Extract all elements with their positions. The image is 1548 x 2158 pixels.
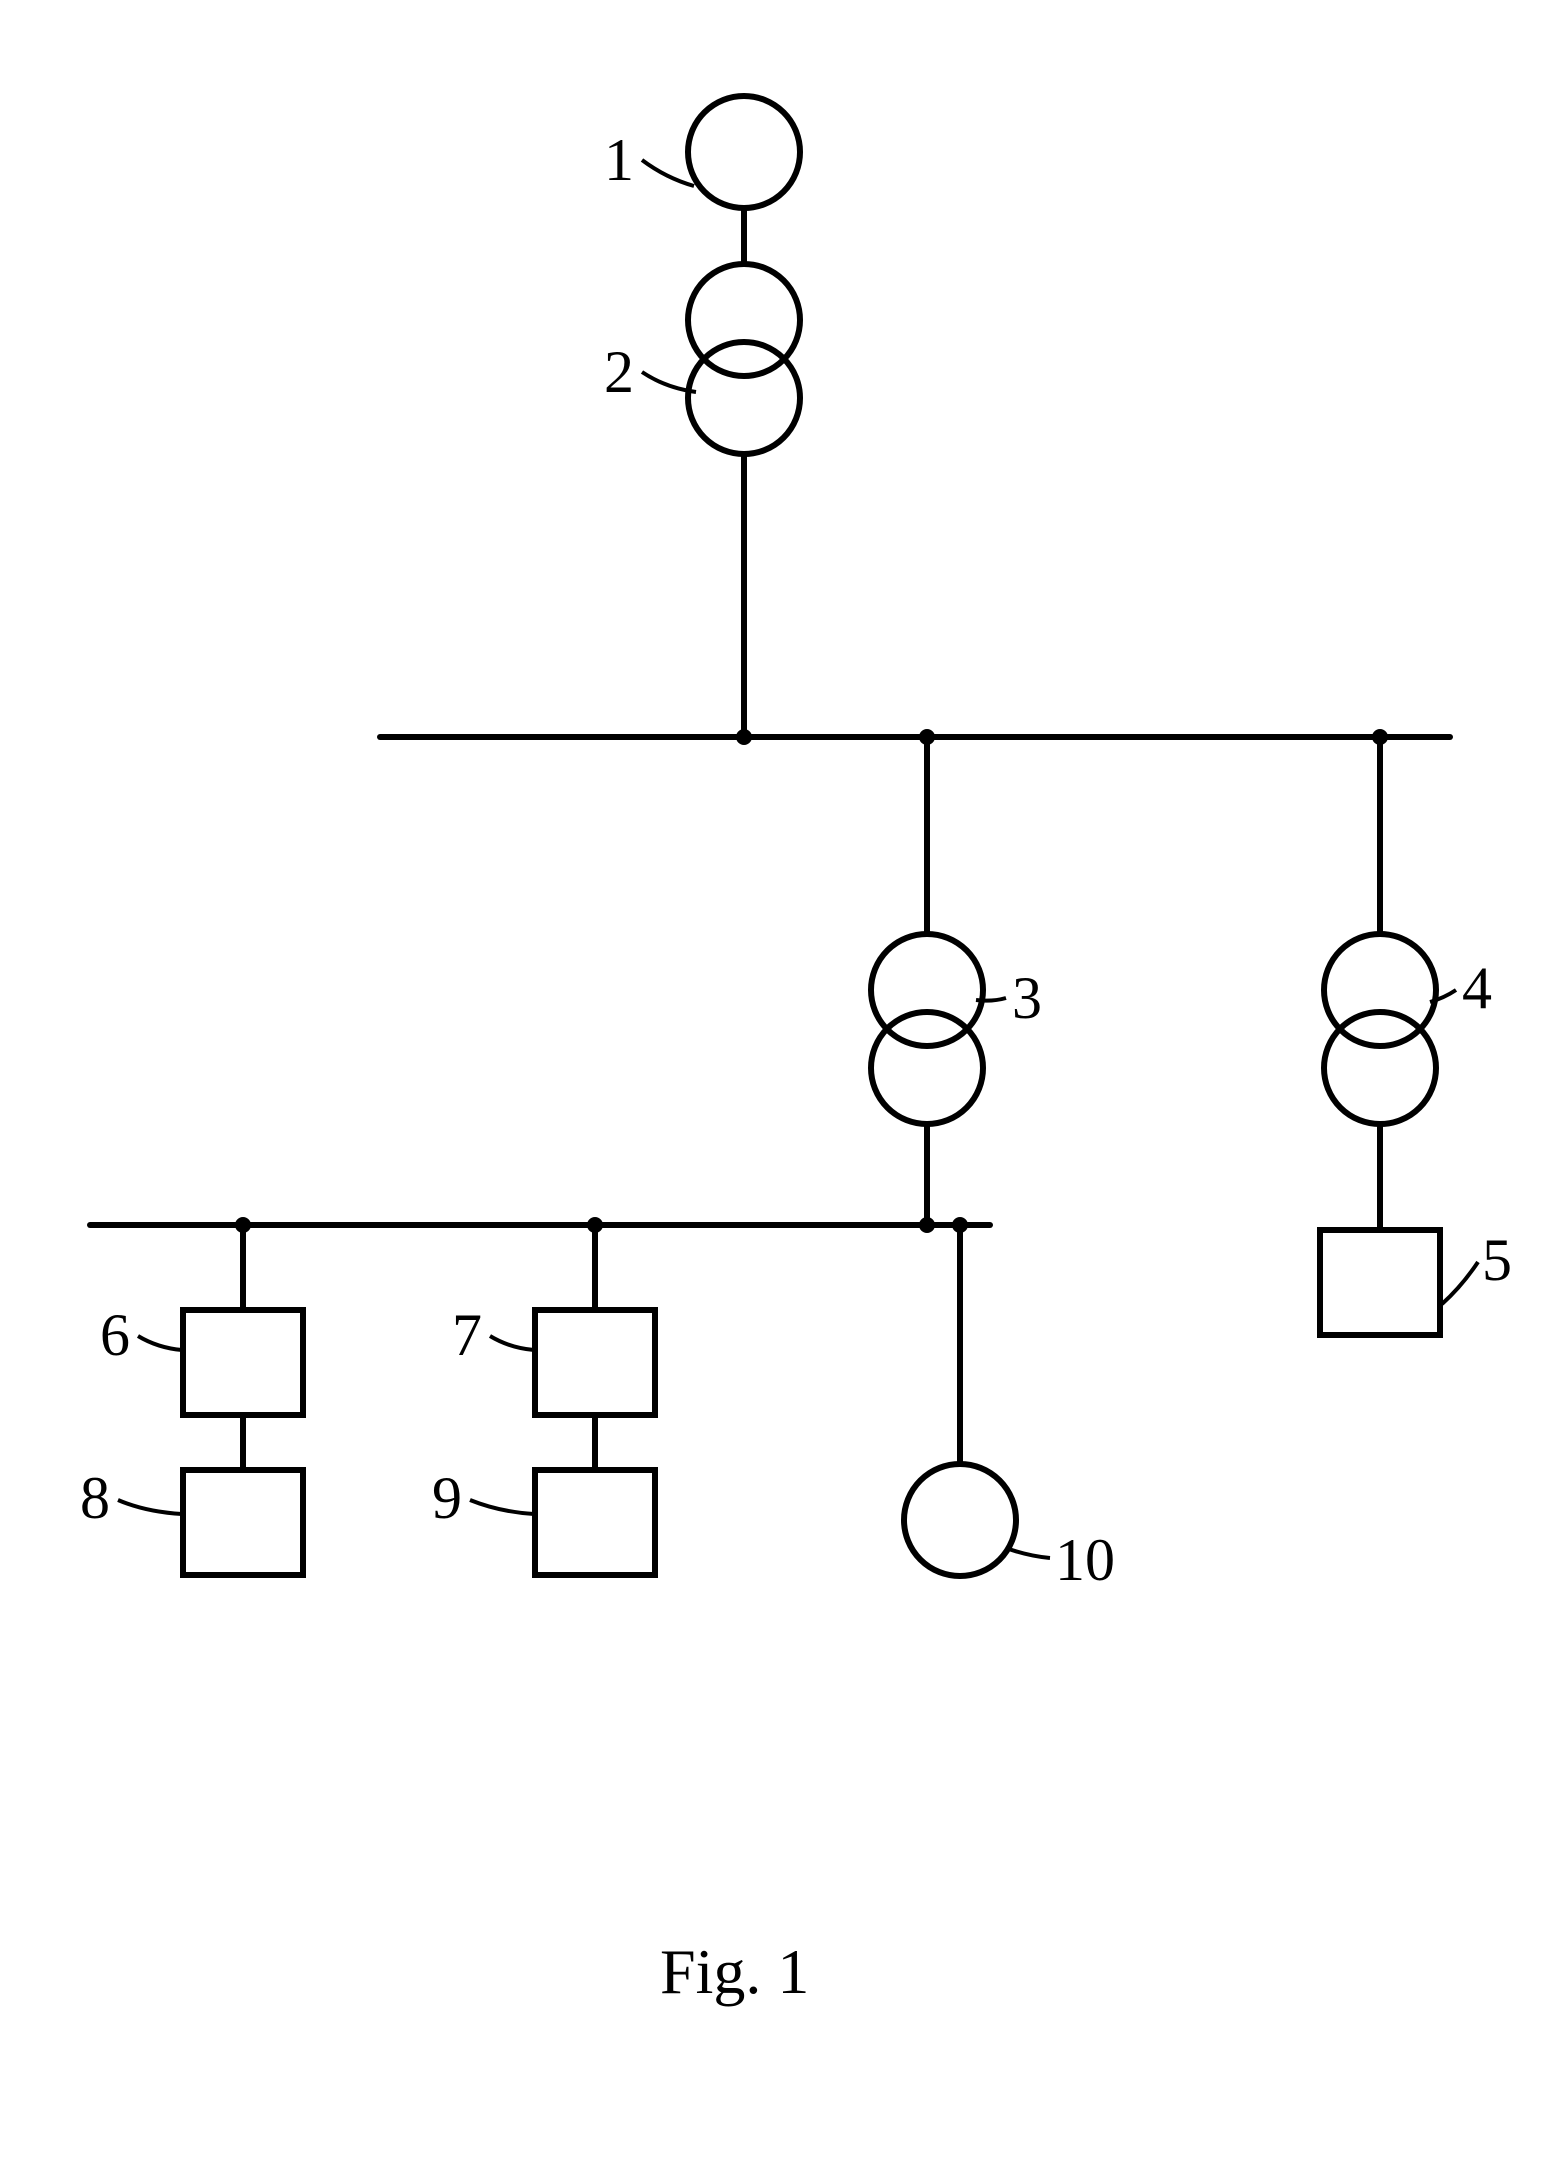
node-label-2: 2 — [604, 342, 634, 402]
single-line-diagram — [0, 0, 1548, 2158]
node-label-9: 9 — [432, 1468, 462, 1528]
node-label-4: 4 — [1462, 958, 1492, 1018]
node-label-8: 8 — [80, 1468, 110, 1528]
node-label-7: 7 — [452, 1305, 482, 1365]
node-label-6: 6 — [100, 1305, 130, 1365]
node-label-5: 5 — [1482, 1230, 1512, 1290]
node-label-10: 10 — [1055, 1530, 1115, 1590]
node-label-3: 3 — [1012, 968, 1042, 1028]
node-label-1: 1 — [604, 130, 634, 190]
figure-caption: Fig. 1 — [660, 1940, 809, 2004]
